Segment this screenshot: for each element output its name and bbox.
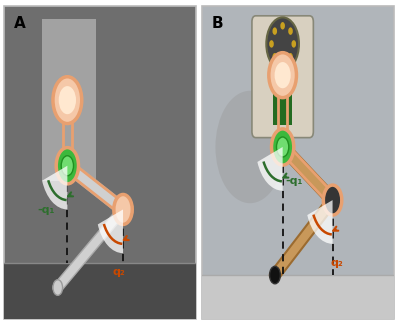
Circle shape bbox=[53, 77, 82, 124]
Circle shape bbox=[61, 156, 74, 176]
Circle shape bbox=[280, 58, 285, 66]
Wedge shape bbox=[257, 147, 283, 191]
Circle shape bbox=[59, 86, 76, 114]
Circle shape bbox=[280, 22, 285, 30]
Circle shape bbox=[270, 266, 280, 284]
Circle shape bbox=[323, 185, 342, 215]
Text: -q₁: -q₁ bbox=[38, 204, 55, 214]
Circle shape bbox=[288, 53, 293, 61]
Circle shape bbox=[276, 137, 289, 157]
FancyBboxPatch shape bbox=[252, 16, 313, 137]
Circle shape bbox=[216, 91, 284, 203]
Wedge shape bbox=[98, 210, 123, 253]
Circle shape bbox=[288, 27, 293, 35]
Bar bbox=[4, 262, 196, 319]
Circle shape bbox=[272, 27, 277, 35]
Circle shape bbox=[269, 40, 274, 48]
Circle shape bbox=[292, 40, 296, 48]
Text: B: B bbox=[212, 16, 223, 31]
Circle shape bbox=[56, 147, 78, 184]
Circle shape bbox=[272, 129, 294, 165]
Wedge shape bbox=[42, 166, 67, 210]
Circle shape bbox=[269, 53, 296, 98]
Text: -q₁: -q₁ bbox=[286, 176, 303, 186]
Circle shape bbox=[274, 62, 291, 88]
Circle shape bbox=[53, 280, 62, 295]
Circle shape bbox=[272, 53, 277, 61]
Text: q₂: q₂ bbox=[113, 267, 126, 277]
Bar bbox=[202, 275, 394, 319]
Bar bbox=[42, 19, 96, 181]
Bar bbox=[273, 63, 292, 125]
Circle shape bbox=[114, 194, 132, 224]
Text: q₂: q₂ bbox=[330, 258, 343, 268]
Circle shape bbox=[266, 17, 299, 71]
Wedge shape bbox=[307, 200, 332, 244]
Text: A: A bbox=[14, 16, 25, 31]
